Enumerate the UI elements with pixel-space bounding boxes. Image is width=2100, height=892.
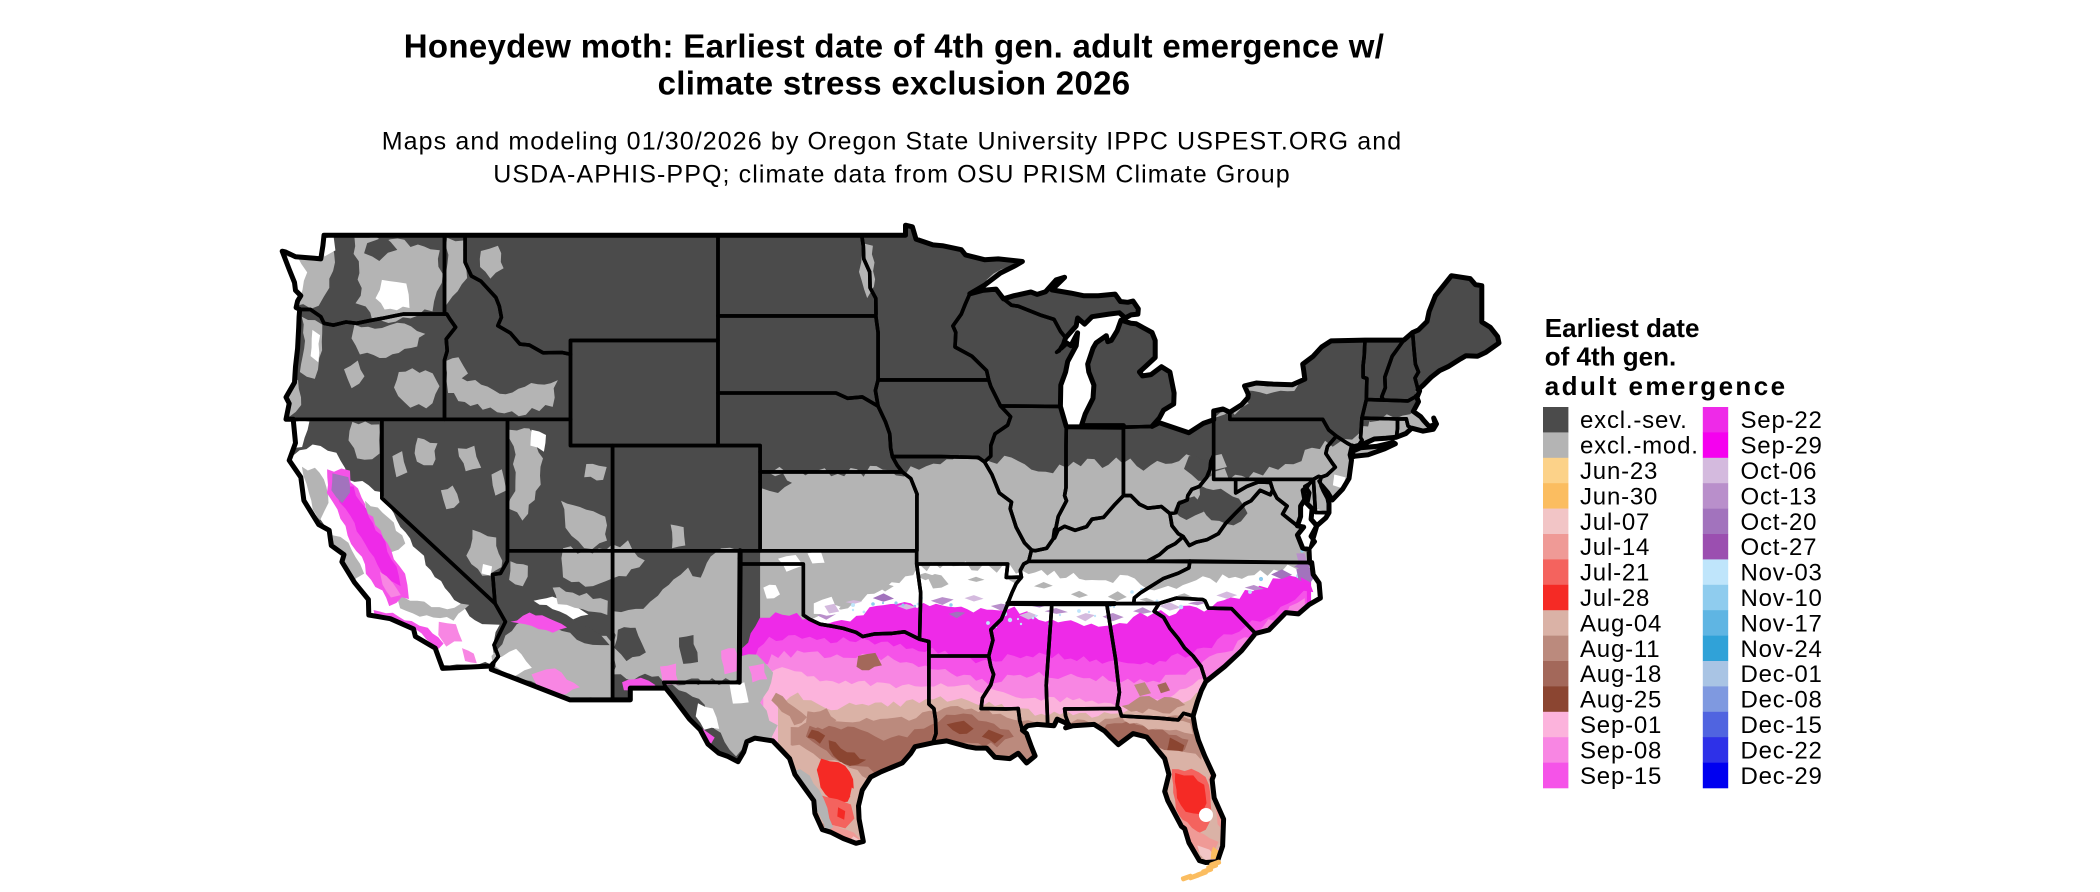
- svg-text:Aug-11: Aug-11: [1580, 636, 1660, 663]
- svg-text:Oct-06: Oct-06: [1741, 458, 1818, 485]
- svg-text:Maps and modeling 01/30/2026 b: Maps and modeling 01/30/2026 by Oregon S…: [382, 128, 1403, 156]
- svg-text:Jun-23: Jun-23: [1580, 458, 1658, 485]
- svg-text:Jul-28: Jul-28: [1580, 585, 1650, 612]
- svg-text:climate stress exclusion 2026: climate stress exclusion 2026: [658, 65, 1131, 102]
- svg-text:Honeydew moth: Earliest date o: Honeydew moth: Earliest date of 4th gen.…: [404, 28, 1384, 65]
- svg-text:Nov-24: Nov-24: [1741, 636, 1823, 663]
- svg-text:Sep-08: Sep-08: [1580, 737, 1662, 764]
- svg-text:Dec-29: Dec-29: [1741, 763, 1823, 790]
- svg-text:Dec-15: Dec-15: [1741, 712, 1823, 739]
- svg-text:Jun-30: Jun-30: [1580, 483, 1658, 510]
- svg-text:Nov-10: Nov-10: [1741, 585, 1823, 612]
- svg-text:Dec-08: Dec-08: [1741, 687, 1823, 714]
- svg-text:of 4th gen.: of 4th gen.: [1545, 342, 1676, 372]
- svg-text:Earliest date: Earliest date: [1545, 313, 1700, 343]
- svg-text:Dec-22: Dec-22: [1741, 737, 1823, 764]
- svg-text:Oct-27: Oct-27: [1741, 534, 1818, 561]
- svg-text:Aug-18: Aug-18: [1580, 661, 1662, 688]
- svg-text:Dec-01: Dec-01: [1741, 661, 1823, 688]
- svg-text:adult emergence: adult emergence: [1545, 371, 1788, 401]
- svg-text:Oct-13: Oct-13: [1741, 483, 1818, 510]
- svg-text:Jul-21: Jul-21: [1580, 560, 1650, 587]
- svg-text:Nov-17: Nov-17: [1741, 610, 1823, 637]
- svg-text:Jul-07: Jul-07: [1580, 509, 1650, 536]
- svg-text:excl.-mod.: excl.-mod.: [1580, 433, 1699, 460]
- svg-text:excl.-sev.: excl.-sev.: [1580, 407, 1688, 434]
- svg-text:Sep-29: Sep-29: [1741, 433, 1823, 460]
- svg-text:Jul-14: Jul-14: [1580, 534, 1650, 561]
- svg-text:Sep-22: Sep-22: [1741, 407, 1823, 434]
- svg-text:Sep-01: Sep-01: [1580, 712, 1662, 739]
- svg-text:Sep-15: Sep-15: [1580, 763, 1662, 790]
- svg-text:USDA-APHIS-PPQ; climate data f: USDA-APHIS-PPQ; climate data from OSU PR…: [493, 161, 1291, 189]
- svg-text:Aug-25: Aug-25: [1580, 687, 1662, 714]
- svg-text:Oct-20: Oct-20: [1741, 509, 1818, 536]
- svg-text:Nov-03: Nov-03: [1741, 560, 1823, 587]
- svg-text:Aug-04: Aug-04: [1580, 610, 1662, 637]
